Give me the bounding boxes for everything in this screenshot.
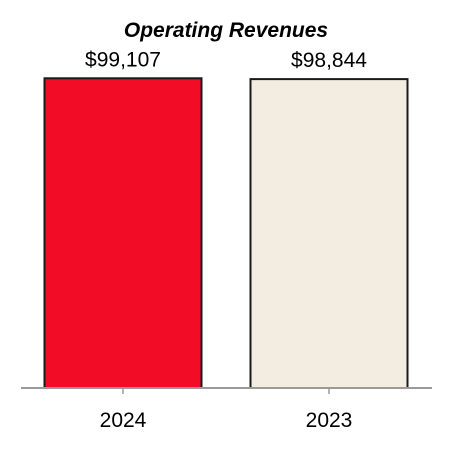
bar-2023 <box>249 78 409 390</box>
data-label-2023: $98,844 <box>291 49 367 72</box>
chart-title: Operating Revenues <box>124 19 328 42</box>
bar-2024 <box>43 77 203 390</box>
bars-group <box>43 77 409 390</box>
data-label-2024: $99,107 <box>85 48 161 71</box>
data-labels-group: $99,107 $98,844 <box>85 48 367 72</box>
x-tick-label-2024: 2024 <box>100 409 147 432</box>
x-tick-label-2023: 2023 <box>306 409 353 432</box>
x-axis-ticks-group: 2024 2023 <box>100 388 353 432</box>
